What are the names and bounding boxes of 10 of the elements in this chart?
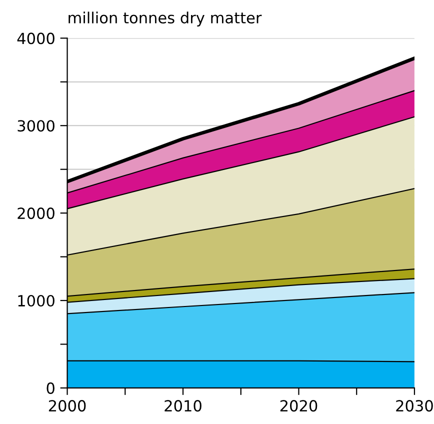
y-tick-label: 1000 bbox=[18, 294, 54, 307]
y-tick-label: 2000 bbox=[18, 208, 54, 220]
x-tick-label: 2000 bbox=[48, 400, 86, 412]
y-axis-title: million tonnes dry matter bbox=[68, 12, 262, 26]
x-tick-label: 2030 bbox=[396, 400, 433, 412]
x-tick-label: 2020 bbox=[280, 400, 318, 412]
x-tick-label: 2010 bbox=[164, 400, 202, 412]
y-tick-label: 3000 bbox=[18, 120, 54, 132]
y-tick-label: 0 bbox=[46, 382, 54, 394]
y-tick-label: 4000 bbox=[17, 32, 54, 44]
